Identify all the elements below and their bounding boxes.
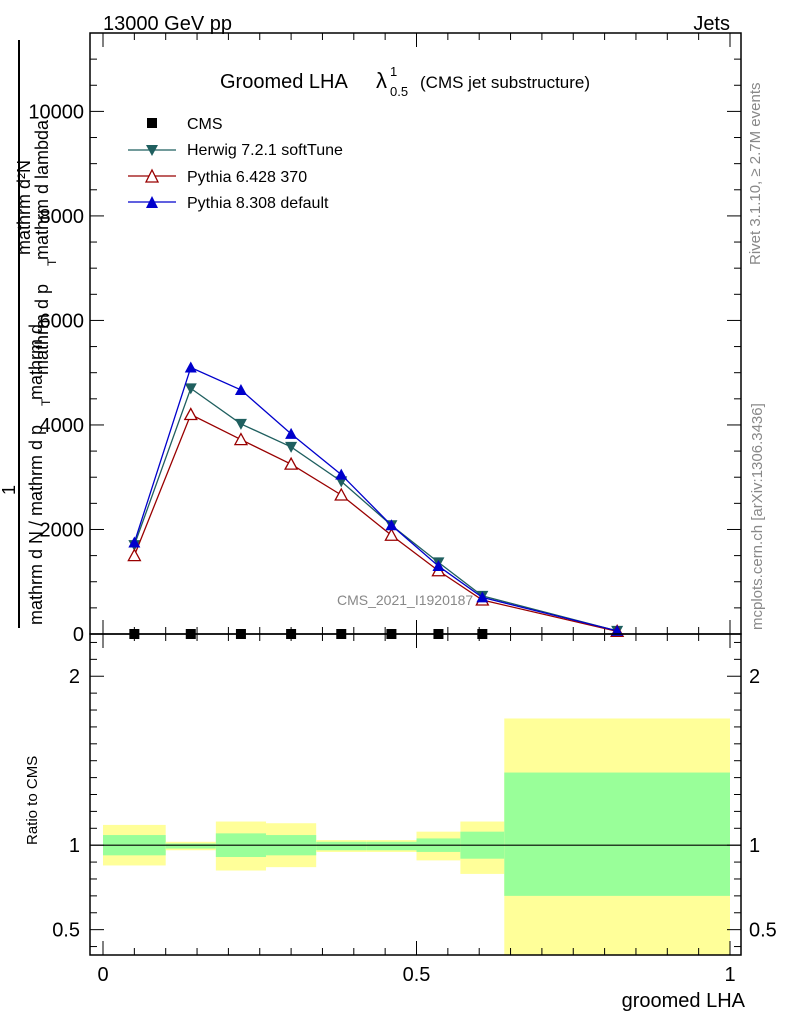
legend: CMS Herwig 7.2.1 softTune Pythia 6.428 3… — [128, 116, 343, 212]
svg-text:mathrm d: mathrm d — [26, 324, 46, 400]
svg-text:Groomed LHA: Groomed LHA — [220, 71, 348, 93]
point-3-3 — [285, 427, 298, 439]
ratio-xtick-label: 0.5 — [403, 964, 431, 986]
main-ytick-label: 10000 — [28, 101, 84, 123]
ratio-frame: 0.5 0.5 1 1 2 2 0 0.5 1 — [52, 633, 777, 986]
chart-title: Groomed LHA λ 1 0.5 (CMS jet substructur… — [220, 64, 590, 99]
svg-text:T: T — [39, 398, 53, 406]
point-3-8 — [611, 624, 624, 636]
legend-marker-pythia8 — [146, 196, 158, 208]
xlabel: groomed LHA — [622, 990, 746, 1012]
legend-marker-pythia6 — [144, 168, 160, 183]
process-label: Jets — [693, 13, 730, 35]
svg-text:mathrm d²N: mathrm d²N — [14, 160, 34, 255]
analysis-watermark: CMS_2021_I1920187 — [337, 592, 473, 608]
legend-marker-cms — [147, 118, 157, 128]
point-1-2 — [234, 418, 247, 430]
point-2-0 — [127, 548, 142, 562]
ratio-stat-band-1 — [165, 843, 216, 849]
point-3-2 — [234, 383, 247, 395]
ratio-ytick-label-right: 2 — [749, 666, 760, 688]
ratio-ytick-label-left: 0.5 — [52, 920, 80, 942]
ratio-ytick-label-left: 1 — [69, 835, 80, 857]
svg-text:1: 1 — [0, 485, 19, 495]
point-3-1 — [184, 361, 197, 373]
point-3-5 — [385, 519, 398, 531]
svg-text:mathrm d p: mathrm d p — [32, 284, 52, 375]
svg-text:0.5: 0.5 — [390, 84, 408, 99]
ratio-ylabel: Ratio to CMS — [24, 756, 41, 845]
point-3-6 — [432, 560, 445, 572]
point-3-7 — [476, 591, 489, 603]
point-2-3 — [284, 456, 299, 470]
ratio-bands — [103, 718, 730, 955]
point-1-1 — [184, 383, 197, 395]
main-ytick-label: 2000 — [40, 519, 85, 541]
point-2-5 — [384, 527, 399, 541]
svg-text:T: T — [45, 258, 59, 266]
point-2-1 — [183, 407, 198, 421]
legend-label-cms: CMS — [187, 116, 223, 133]
point-1-3 — [285, 441, 298, 453]
legend-label-pythia8: Pythia 8.308 default — [187, 195, 329, 212]
main-ytick-label: 8000 — [40, 206, 85, 228]
collision-label: 13000 GeV pp — [103, 13, 232, 35]
legend-label-herwig: Herwig 7.2.1 softTune — [187, 142, 343, 159]
mcplots-label: mcplots.cern.ch [arXiv:1306.3436] — [749, 403, 766, 630]
ratio-stat-band-8 — [504, 772, 730, 896]
ratio-xtick-label: 0 — [97, 964, 108, 986]
main-ytick-label: 6000 — [40, 310, 85, 332]
ratio-ytick-label-left: 2 — [69, 666, 80, 688]
main-frame: 0 2000 4000 6000 8000 10000 — [28, 32, 742, 646]
ratio-ytick-label-right: 0.5 — [749, 920, 777, 942]
ratio-stat-band-4 — [316, 841, 367, 851]
point-2-2 — [233, 432, 249, 446]
legend-label-pythia6: Pythia 6.428 370 — [187, 169, 307, 186]
main-ylabel: mathrm d²N mathrm d p T mathrm d lambda … — [0, 40, 59, 628]
legend-marker-herwig — [146, 145, 158, 156]
main-ytick-label: 4000 — [40, 415, 85, 437]
point-3-4 — [335, 468, 348, 480]
svg-text:mathrm d N / mathrm d p: mathrm d N / mathrm d p — [26, 425, 46, 625]
point-2-4 — [334, 487, 349, 501]
svg-text:1: 1 — [390, 64, 397, 79]
point-3-0 — [128, 536, 141, 548]
svg-text:mathrm d lambda: mathrm d lambda — [32, 119, 52, 260]
rivet-label: Rivet 3.1.10, ≥ 2.7M events — [747, 83, 764, 266]
ratio-ytick-label-right: 1 — [749, 835, 760, 857]
main-ytick-label: 0 — [73, 624, 84, 646]
ratio-xtick-label: 1 — [724, 964, 735, 986]
svg-text:(CMS jet substructure): (CMS jet substructure) — [420, 73, 590, 92]
svg-text:λ: λ — [376, 68, 387, 93]
ratio-stat-band-5 — [366, 841, 417, 851]
